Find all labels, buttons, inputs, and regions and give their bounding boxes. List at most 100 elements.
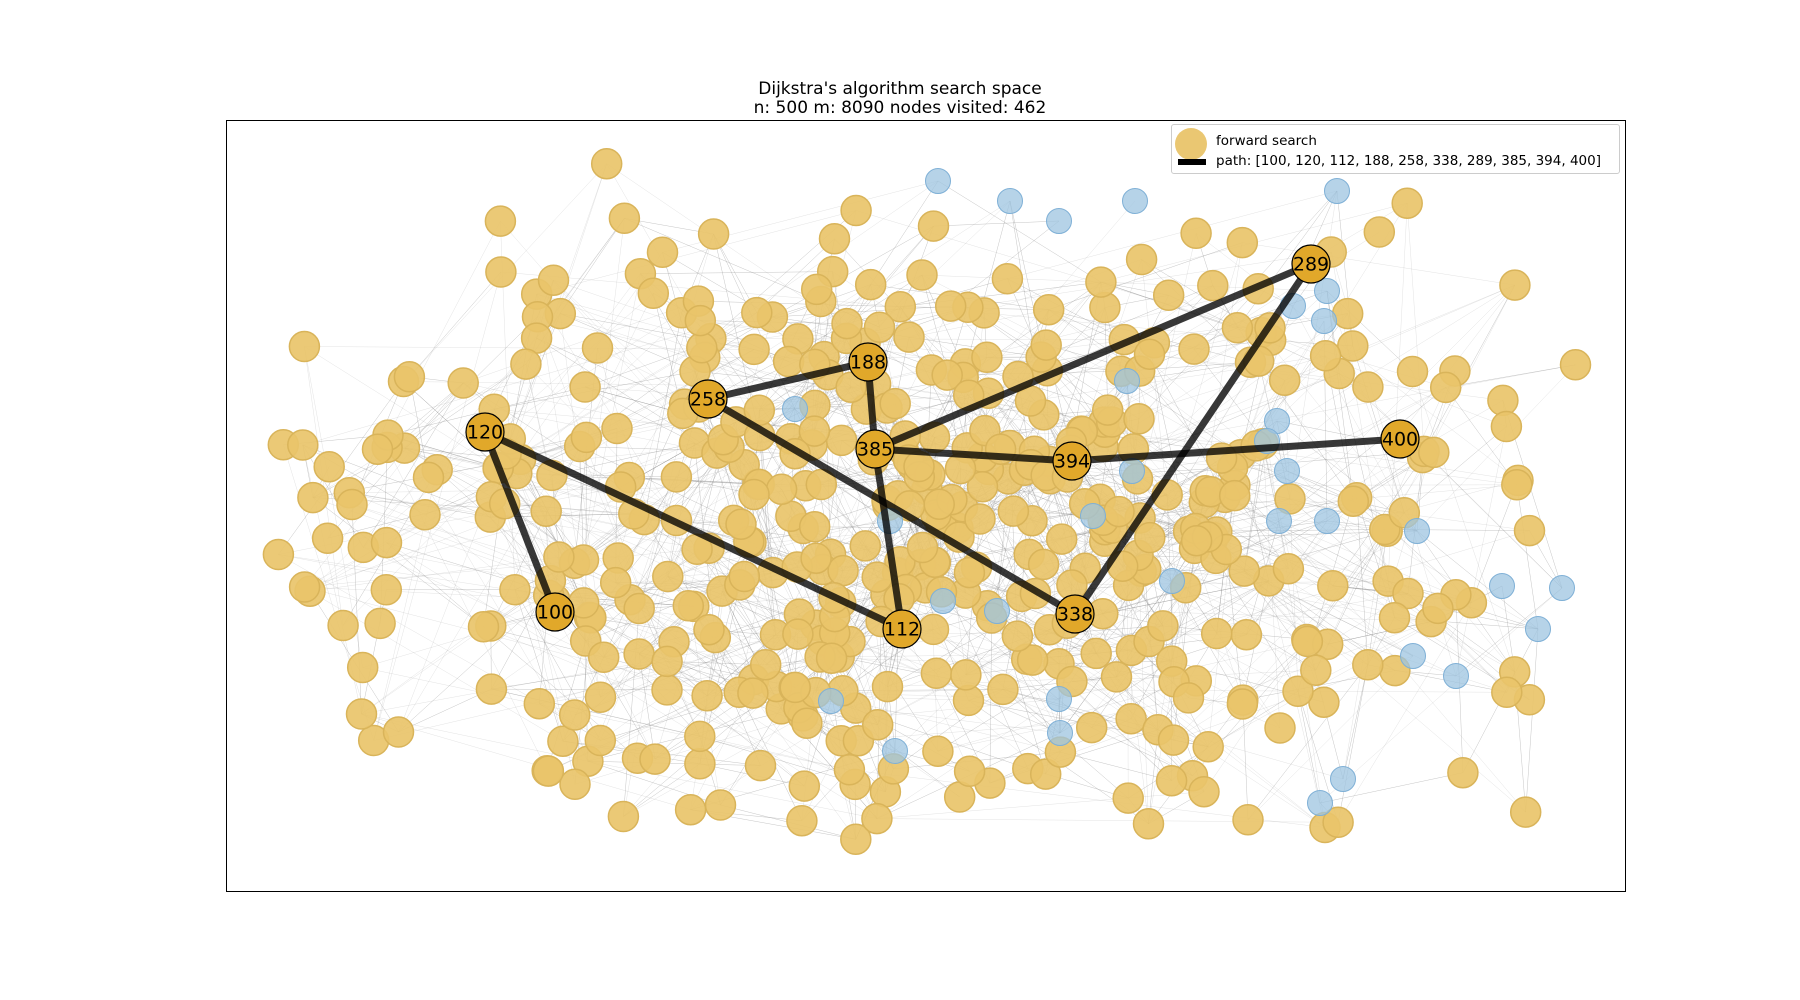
visited-node (931, 359, 963, 391)
graph-edge (1525, 628, 1539, 813)
path-edge-112-385 (871, 448, 906, 630)
graph-edge (1423, 451, 1563, 589)
visited-node (917, 210, 950, 242)
visited-node (345, 698, 378, 730)
visited-node (1132, 808, 1165, 840)
graph-edge (1048, 242, 1243, 310)
graph-edge (1007, 190, 1338, 279)
visited-node (599, 566, 632, 599)
graph-edge (1131, 313, 1348, 472)
graph-edge (1356, 497, 1395, 618)
graph-edge (987, 478, 1051, 606)
unvisited-node (1122, 188, 1148, 214)
visited-node (558, 699, 591, 731)
visited-node (543, 541, 575, 573)
chart-title: Dijkstra's algorithm search space (758, 79, 1042, 99)
visited-node (346, 651, 379, 684)
visited-node (1230, 618, 1263, 651)
graph-edge (504, 503, 634, 515)
unvisited-node (1114, 368, 1140, 394)
visited-node (827, 554, 859, 587)
graph-edge (312, 497, 484, 627)
visited-node (1317, 570, 1349, 602)
graph-edge (1210, 491, 1530, 701)
visited-node (639, 743, 671, 775)
path-node-400 (1380, 419, 1420, 459)
visited-node (485, 256, 517, 288)
graph-edge (893, 689, 1004, 770)
visited-node (833, 754, 866, 786)
graph-edge (491, 688, 668, 691)
graph-edge (363, 337, 537, 548)
visited-node (728, 560, 761, 593)
visited-node (623, 638, 655, 670)
graph-edge (667, 447, 730, 577)
visited-node (1309, 340, 1342, 372)
visited-node (741, 296, 773, 329)
path-edge-394-400 (1071, 435, 1401, 465)
visited-node (1027, 548, 1060, 581)
path-edge-188-258 (707, 358, 869, 403)
graph-edge (409, 271, 502, 377)
visited-node (1103, 495, 1135, 528)
legend-path-label: path: [100, 120, 112, 188, 258, 338, 289… (1216, 153, 1601, 169)
visited-node (1274, 483, 1306, 515)
visited-node (1337, 330, 1369, 362)
visited-node (991, 262, 1024, 295)
visited-node (590, 147, 623, 180)
visited-node (738, 478, 770, 511)
visited-node (997, 495, 1030, 527)
visited-node (1125, 243, 1158, 276)
visited-node (570, 421, 603, 454)
graph-edge (351, 504, 716, 638)
visited-node (382, 716, 415, 748)
graph-edge (1471, 480, 1519, 603)
graph-edge (587, 760, 761, 766)
visited-node (587, 641, 620, 674)
graph-edge (1234, 485, 1333, 586)
unvisited-node (1330, 766, 1356, 792)
graph-edge (398, 475, 553, 733)
unvisited-node (1549, 575, 1575, 601)
graph-edge (403, 381, 499, 468)
path-node-258 (688, 379, 728, 419)
visited-node (779, 671, 811, 704)
visited-node (1487, 384, 1519, 417)
graph-edge (721, 590, 795, 688)
visited-node (863, 311, 896, 343)
graph-edge (386, 447, 548, 771)
graph-edge (1445, 364, 1576, 388)
unvisited-node (1311, 308, 1337, 334)
visited-node (660, 461, 693, 493)
visited-node (1112, 782, 1144, 814)
path-node-label-112: 112 (884, 619, 920, 641)
visited-node (906, 531, 939, 564)
graph-edge (304, 346, 499, 469)
visited-node (674, 793, 707, 826)
unvisited-node (1047, 720, 1073, 746)
unvisited-node (1314, 508, 1340, 534)
path-node-label-120: 120 (467, 422, 503, 444)
visited-node (288, 571, 321, 603)
graph-edge (560, 313, 696, 372)
graph-edge (1240, 454, 1388, 532)
visited-node (861, 561, 893, 593)
graph-edge (794, 453, 923, 548)
visited-node (1200, 617, 1233, 650)
graph-edge (937, 180, 1102, 283)
graph-edge (1278, 284, 1516, 522)
graph-edge (551, 442, 695, 476)
visited-node (547, 725, 579, 757)
visited-node (782, 618, 814, 650)
path-node-label-258: 258 (690, 389, 726, 411)
visited-node (725, 508, 757, 540)
visited-node (964, 503, 996, 535)
graph-edge (551, 475, 799, 635)
visited-node (697, 218, 730, 250)
graph-edge (579, 446, 734, 521)
graph-edge (895, 403, 1517, 486)
visited-node (1513, 514, 1546, 547)
graph-edge (876, 650, 1132, 819)
graph-edge (1237, 190, 1338, 328)
